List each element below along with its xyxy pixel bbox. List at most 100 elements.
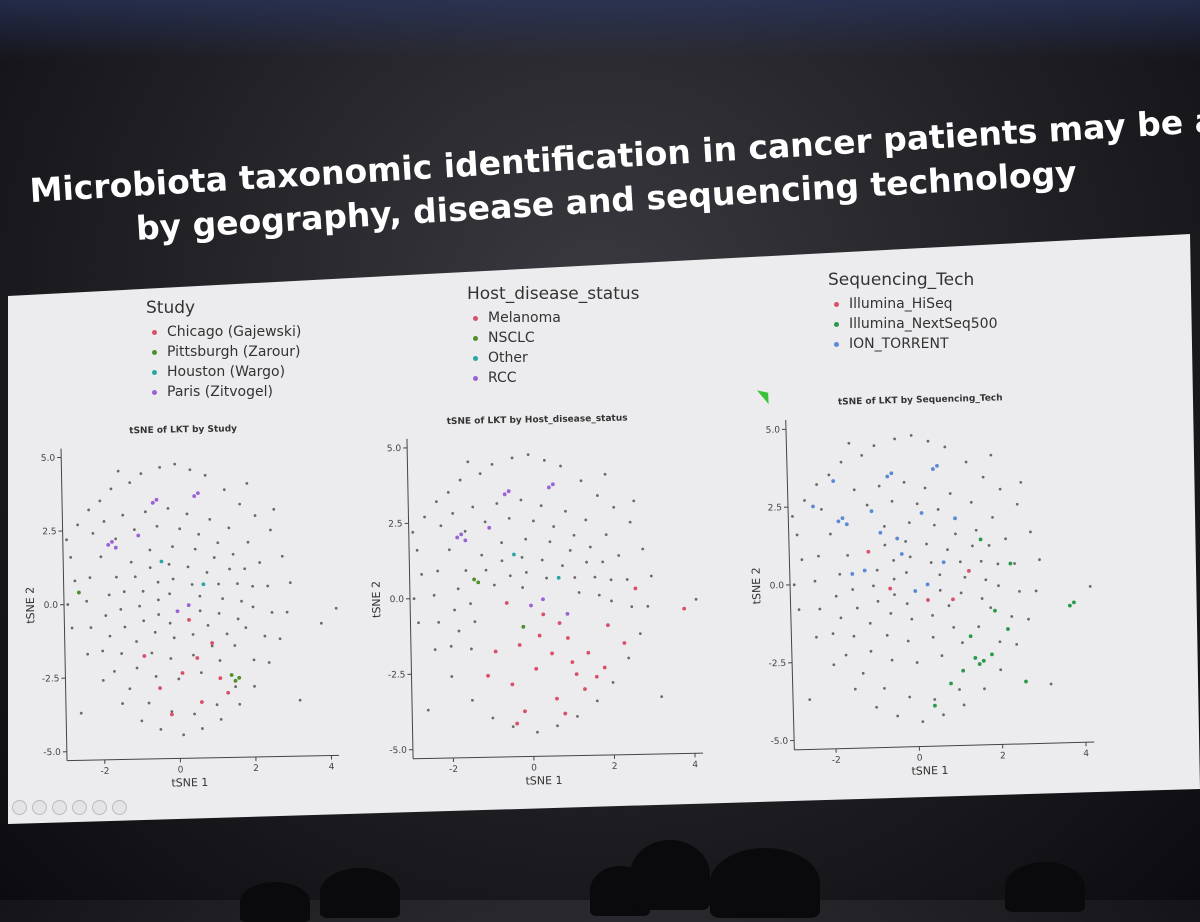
data-point: [916, 661, 919, 664]
data-point: [892, 559, 895, 562]
data-point: [852, 635, 855, 638]
data-point: [226, 691, 230, 695]
data-point: [512, 725, 515, 728]
data-point: [997, 584, 1000, 587]
data-point: [503, 492, 507, 496]
audience-silhouettes: [0, 830, 1200, 900]
data-point: [187, 618, 191, 622]
data-point: [450, 675, 453, 678]
data-point: [136, 534, 140, 538]
data-point: [234, 679, 238, 683]
data-point: [586, 651, 590, 655]
data-point: [941, 654, 944, 657]
data-point: [254, 514, 257, 517]
data-point: [815, 636, 818, 639]
y-axis-label: tSNE 2: [370, 581, 384, 618]
data-point: [943, 446, 946, 449]
data-point: [938, 573, 941, 576]
next-slide-icon[interactable]: [32, 800, 47, 815]
x-axis-line: [67, 755, 339, 760]
data-point: [521, 625, 525, 629]
data-point: [569, 549, 572, 552]
data-point: [888, 587, 892, 591]
data-point: [999, 488, 1002, 491]
data-point: [900, 552, 904, 556]
data-point: [508, 517, 511, 520]
data-point: [233, 644, 236, 647]
data-point: [983, 687, 986, 690]
data-point: [199, 609, 202, 612]
data-point: [494, 650, 498, 654]
zoom-icon[interactable]: [92, 800, 107, 815]
y-tick-label: 5.0: [41, 454, 56, 464]
x-tick-label: 4: [329, 762, 335, 772]
previous-slide-icon[interactable]: [12, 800, 27, 815]
data-point: [891, 659, 894, 662]
data-point: [903, 481, 906, 484]
data-point: [1008, 562, 1012, 566]
data-point: [556, 724, 559, 727]
data-point: [501, 559, 504, 562]
data-point: [978, 662, 982, 666]
data-point: [924, 487, 927, 490]
data-point: [931, 467, 935, 471]
data-point: [817, 555, 820, 558]
data-point: [541, 612, 545, 616]
data-point: [139, 472, 142, 475]
data-point: [939, 589, 942, 592]
data-point: [101, 650, 104, 653]
data-point: [66, 603, 69, 606]
data-point: [234, 685, 237, 688]
data-point: [851, 588, 854, 591]
data-point: [80, 712, 83, 715]
data-point: [106, 543, 110, 547]
data-point: [509, 574, 512, 577]
data-point: [541, 559, 544, 562]
data-point: [942, 560, 946, 564]
data-point: [845, 522, 849, 526]
data-point: [416, 549, 419, 552]
data-point: [200, 671, 203, 674]
data-point: [818, 608, 821, 611]
data-point: [480, 554, 483, 557]
data-point: [192, 654, 195, 657]
data-point: [889, 612, 892, 615]
pen-icon[interactable]: [52, 800, 67, 815]
data-point: [263, 635, 266, 638]
data-point: [485, 569, 488, 572]
x-tick-label: 2: [253, 764, 259, 774]
data-point: [115, 576, 118, 579]
data-point: [601, 560, 604, 563]
data-point: [598, 594, 601, 597]
data-point: [840, 461, 843, 464]
data-point: [218, 676, 222, 680]
data-point: [1038, 558, 1041, 561]
y-tick-label: 2.5: [768, 503, 783, 513]
audience-head: [320, 868, 400, 918]
data-point: [524, 538, 527, 541]
data-point: [557, 576, 561, 580]
data-point: [269, 529, 272, 532]
data-point: [463, 538, 467, 542]
data-point: [216, 541, 219, 544]
data-point: [226, 632, 229, 635]
data-point: [191, 583, 194, 586]
y-tick-label: 2.5: [388, 519, 403, 529]
data-point: [846, 554, 849, 557]
data-point: [617, 554, 620, 557]
data-point: [109, 487, 112, 490]
plot-title: tSNE of LKT by Sequencing_Tech: [838, 393, 1003, 407]
audience-head: [1005, 862, 1085, 912]
data-point: [144, 510, 147, 513]
data-point: [552, 525, 555, 528]
more-options-icon[interactable]: [112, 800, 127, 815]
data-point: [682, 607, 686, 611]
data-point: [990, 652, 994, 656]
data-point: [223, 488, 226, 491]
data-point: [963, 576, 966, 579]
data-point: [160, 560, 164, 564]
data-point: [946, 548, 949, 551]
grid-icon[interactable]: [72, 800, 87, 815]
data-point: [921, 720, 924, 723]
